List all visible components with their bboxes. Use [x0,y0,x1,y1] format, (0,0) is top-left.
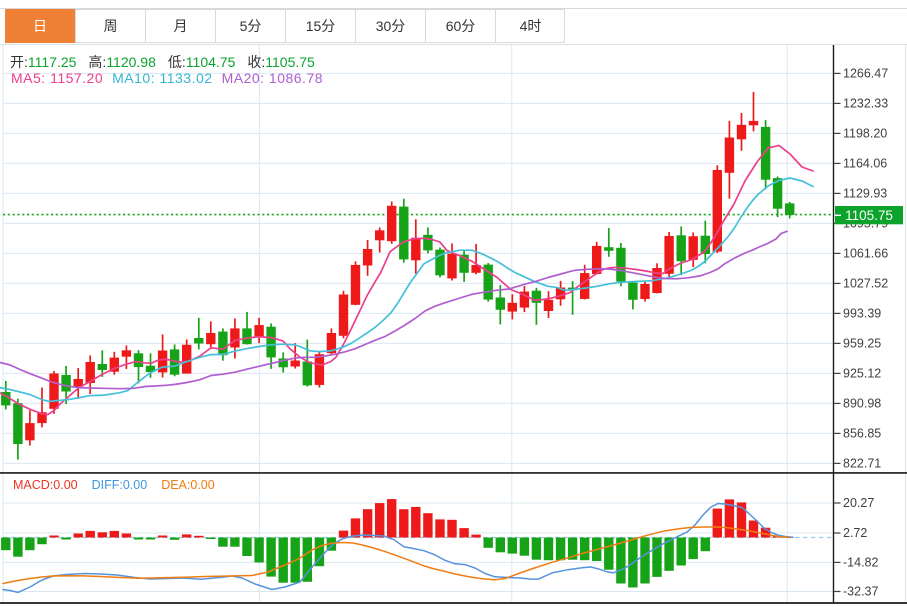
svg-text:1027.52: 1027.52 [843,277,888,291]
svg-text:-14.82: -14.82 [843,556,878,570]
svg-text:20.27: 20.27 [843,496,874,510]
svg-text:1129.93: 1129.93 [843,187,887,201]
svg-text:1232.33: 1232.33 [843,97,888,111]
svg-text:-32.37: -32.37 [843,585,878,599]
svg-text:959.25: 959.25 [843,337,881,351]
svg-text:2.72: 2.72 [843,526,867,540]
svg-text:993.39: 993.39 [843,307,881,321]
svg-text:1198.20: 1198.20 [843,127,887,141]
svg-text:1105.75: 1105.75 [845,208,893,223]
svg-text:1061.66: 1061.66 [843,247,888,261]
svg-text:925.12: 925.12 [843,367,881,381]
svg-text:1266.47: 1266.47 [843,67,888,81]
svg-text:856.85: 856.85 [843,427,881,441]
svg-text:890.98: 890.98 [843,397,881,411]
svg-text:1164.06: 1164.06 [843,157,887,171]
svg-text:822.71: 822.71 [843,457,881,471]
